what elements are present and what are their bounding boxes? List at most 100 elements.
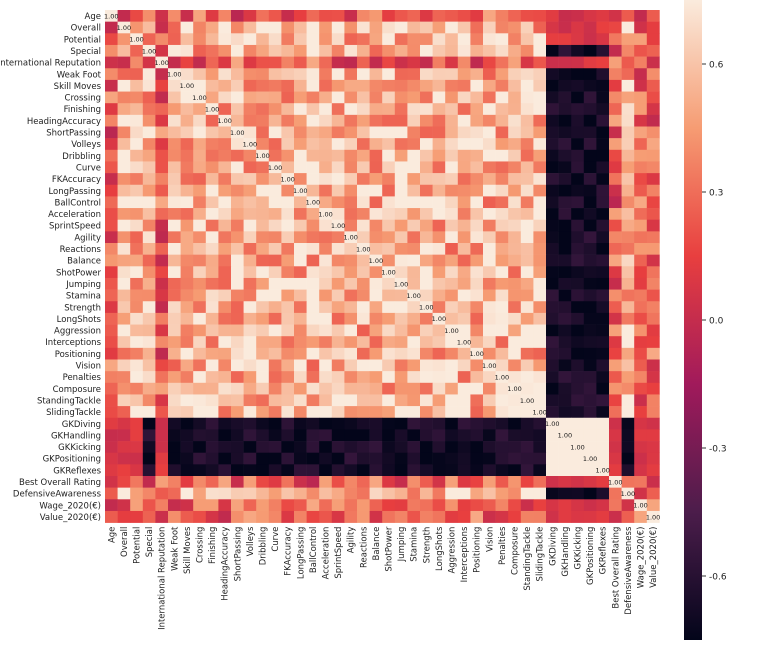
heatmap-cell: [294, 91, 307, 104]
heatmap-cell: [634, 324, 648, 337]
heatmap-cell: [432, 464, 446, 477]
heatmap-cell: [546, 196, 559, 209]
heatmap-cell: [369, 324, 383, 337]
heatmap-cell: [357, 161, 370, 174]
heatmap-cell: [268, 347, 282, 360]
heatmap-cell: [508, 243, 522, 255]
heatmap-cell: [596, 312, 610, 325]
heatmap-cell: [546, 371, 559, 384]
heatmap-cell: [331, 33, 345, 46]
heatmap-cell: [483, 266, 496, 279]
heatmap-cell: [369, 417, 383, 430]
diagonal-value-label: 1.00: [154, 59, 168, 67]
heatmap-cell: [634, 126, 648, 139]
heatmap-cell: [193, 417, 207, 430]
heatmap-cell: [369, 114, 383, 127]
heatmap-cell: [432, 324, 446, 337]
diagonal-value-label: 1.00: [583, 455, 597, 463]
row-tick-label: Positioning: [55, 350, 101, 360]
heatmap-cell: [508, 510, 522, 523]
heatmap-cell: [294, 429, 307, 442]
heatmap-cell: [621, 149, 635, 162]
heatmap-cell: [407, 277, 421, 290]
heatmap-cell: [420, 79, 433, 92]
diagonal-value-label: 1.00: [280, 175, 294, 183]
heatmap-cell: [205, 161, 219, 174]
heatmap-cell: [357, 312, 370, 325]
heatmap-cell: [306, 499, 320, 512]
heatmap-cell: [142, 347, 156, 360]
row-tick-label: Best Overall Rating: [19, 478, 101, 488]
heatmap-cell: [583, 324, 597, 337]
heatmap-cell: [155, 138, 169, 151]
heatmap-cell: [142, 301, 156, 314]
heatmap-cell: [533, 452, 547, 465]
heatmap-cell: [470, 149, 484, 162]
heatmap-cell: [432, 208, 446, 220]
heatmap-cell: [218, 476, 232, 488]
row-tick-label: Dribbling: [62, 152, 101, 162]
heatmap-cell: [142, 452, 156, 465]
heatmap-cell: [634, 359, 648, 372]
diagonal-value-label: 1.00: [482, 362, 496, 370]
heatmap-cell: [583, 44, 597, 57]
heatmap-cell: [445, 208, 459, 220]
heatmap-cell: [193, 499, 207, 512]
diagonal-value-label: 1.00: [507, 385, 521, 393]
heatmap-cell: [344, 208, 358, 220]
heatmap-cell: [256, 359, 270, 372]
heatmap-cell: [243, 44, 257, 57]
heatmap-cell: [609, 266, 622, 279]
heatmap-cell: [470, 68, 484, 81]
heatmap-cell: [155, 266, 169, 279]
heatmap-cell: [331, 173, 345, 186]
heatmap-cell: [142, 487, 156, 500]
row-tick-label: Volleys: [71, 140, 101, 150]
diagonal-value-label: 1.00: [595, 467, 609, 475]
heatmap-cell: [495, 254, 509, 267]
colorbar-tick-label: -0.3: [709, 445, 727, 455]
heatmap-cell: [420, 336, 433, 349]
heatmap-cell: [268, 289, 282, 302]
heatmap-cell: [394, 452, 408, 465]
heatmap-cell: [432, 394, 446, 407]
heatmap-cell: [231, 208, 244, 220]
heatmap-cell: [205, 243, 219, 255]
heatmap-cell: [231, 79, 244, 92]
heatmap-cell: [306, 289, 320, 302]
heatmap-cell: [105, 243, 118, 255]
heatmap-cell: [483, 382, 496, 395]
heatmap-cell: [357, 347, 370, 360]
heatmap-cell: [621, 114, 635, 127]
heatmap-cell: [558, 394, 572, 407]
heatmap-cell: [571, 347, 585, 360]
heatmap-cell: [382, 371, 396, 384]
heatmap-cell: [420, 289, 433, 302]
heatmap-cell: [319, 103, 333, 116]
heatmap-cell: [117, 21, 131, 34]
heatmap-cell: [407, 324, 421, 337]
heatmap-cell: [495, 347, 509, 360]
heatmap-cell: [470, 417, 484, 430]
heatmap-cell: [583, 510, 597, 523]
heatmap-cell: [596, 441, 610, 453]
heatmap-cell: [256, 336, 270, 349]
heatmap-cell: [331, 79, 345, 92]
heatmap-cell: [571, 441, 585, 453]
heatmap-cell: [508, 301, 522, 314]
heatmap-cell: [495, 243, 509, 255]
heatmap-cell: [331, 324, 345, 337]
heatmap-cell: [457, 371, 471, 384]
diagonal-value-label: 1.00: [142, 47, 156, 55]
heatmap-cell: [483, 79, 496, 92]
heatmap-cell: [533, 79, 547, 92]
heatmap-cell: [331, 161, 345, 174]
heatmap-cell: [231, 56, 244, 69]
heatmap-cell: [495, 441, 509, 453]
heatmap-cell: [105, 21, 118, 34]
heatmap-cell: [155, 429, 169, 442]
heatmap-cell: [382, 196, 396, 209]
heatmap-cell: [470, 312, 484, 325]
heatmap-cell: [508, 173, 522, 186]
heatmap-cell: [546, 324, 559, 337]
